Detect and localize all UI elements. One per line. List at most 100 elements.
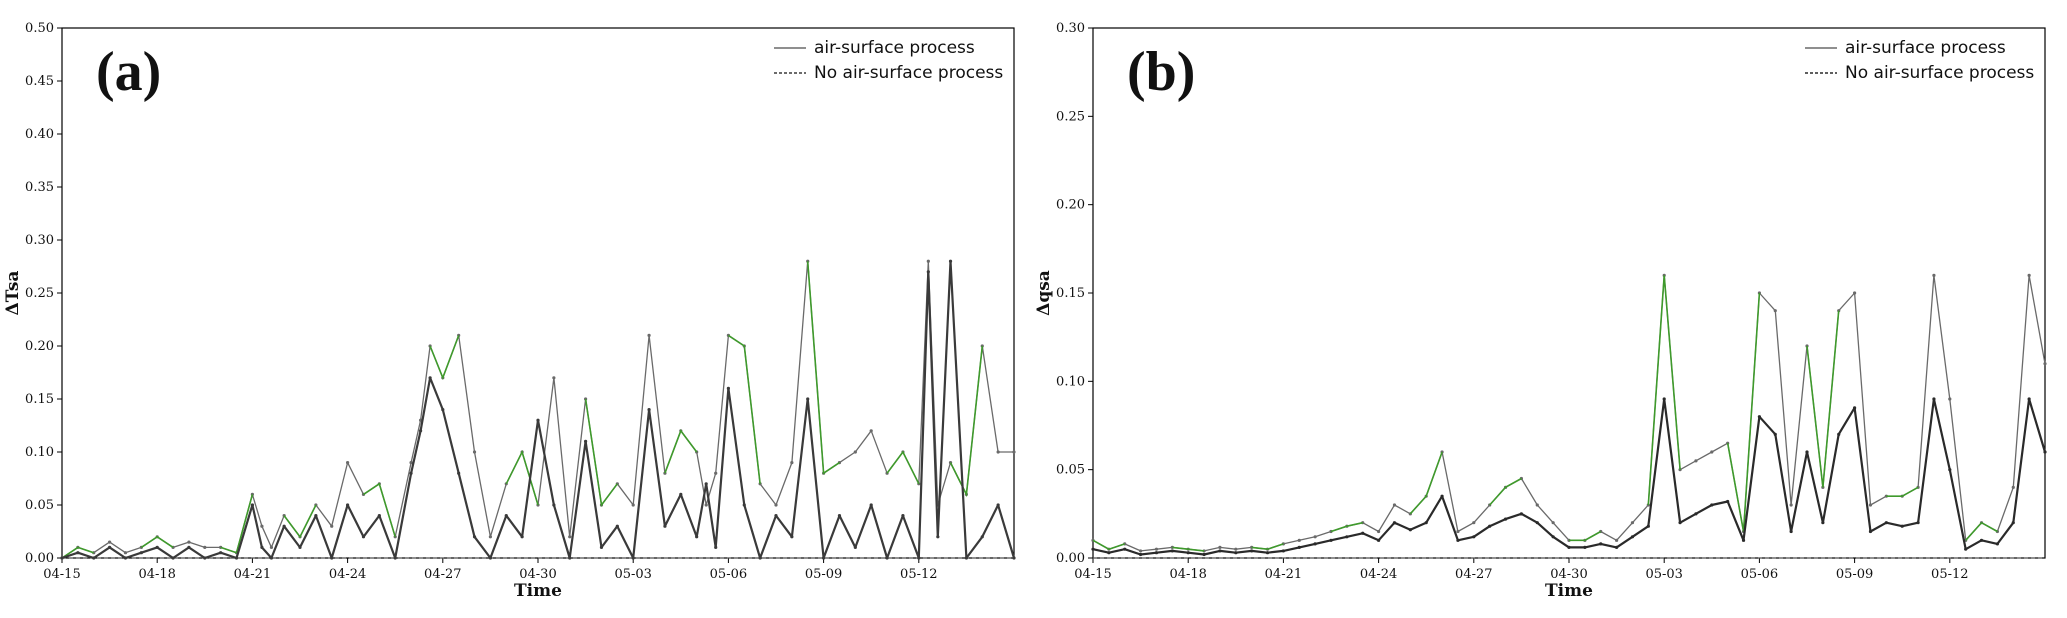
panel-b-series-highlight-segment bbox=[1726, 292, 1761, 532]
panel-a-series-line-1 bbox=[61, 260, 1014, 559]
panel-b-series-2-point bbox=[1503, 517, 1508, 521]
panel-a-ytick-label: 0.00 bbox=[25, 551, 54, 566]
panel-b-xtick-label: 05-03 bbox=[1645, 567, 1682, 582]
panel-a-series-highlight-segment bbox=[584, 398, 618, 508]
panel-a-series-2-point bbox=[917, 556, 921, 560]
panel-b-series-2-point bbox=[1710, 503, 1714, 507]
panel-a-xtick-label: 04-18 bbox=[138, 567, 175, 582]
panel-a-series-1-point bbox=[488, 535, 492, 539]
panel-a-series-1-point bbox=[472, 450, 477, 454]
panel-b-xtick-label: 04-18 bbox=[1169, 567, 1206, 582]
panel-b-series-highlight-segment bbox=[1806, 310, 1840, 488]
panel-a-series-2-point bbox=[418, 429, 423, 433]
panel-a-series-1-point bbox=[187, 540, 191, 544]
panel-a-ylabel: ΔTsa bbox=[3, 271, 23, 316]
panel-a-ytick-label: 0.05 bbox=[25, 498, 54, 513]
panel-b-series-2-point bbox=[1853, 406, 1857, 410]
panel-a-series-2-point bbox=[155, 545, 159, 550]
panel-b-series-highlight-segment bbox=[1251, 543, 1284, 551]
panel-b-ytick-label: 0.20 bbox=[1056, 198, 1085, 213]
panel-a-xtick-label: 05-12 bbox=[900, 567, 937, 582]
panel-a-ytick-label: 0.25 bbox=[25, 286, 54, 301]
panel-a-series-line-2 bbox=[61, 260, 1016, 560]
panel-a-series-2-point bbox=[409, 471, 413, 475]
panel-a-series-1-point bbox=[260, 524, 264, 528]
panel-b-series-2-point bbox=[1868, 529, 1873, 534]
panel-b-series-2-point bbox=[1408, 528, 1412, 532]
panel-b-legend-entry-2: No air-surface process bbox=[1845, 63, 2034, 83]
panel-a-series-1-point bbox=[568, 535, 572, 539]
panel-b-series-1-point bbox=[1313, 535, 1317, 539]
panel-a-series-highlight-segment bbox=[363, 482, 396, 538]
panel-a-series-2-point bbox=[472, 535, 477, 539]
panel-a-ytick-label: 0.45 bbox=[25, 74, 54, 89]
panel-b-series-2-point bbox=[1202, 552, 1206, 557]
panel-a-xtick-label: 04-30 bbox=[519, 567, 556, 582]
panel-b-series-2-point bbox=[1123, 547, 1127, 551]
panel-a-series-2-point bbox=[996, 503, 1000, 507]
panel-b-xtick-label: 05-09 bbox=[1836, 567, 1873, 582]
panel-a-series-2-point bbox=[885, 556, 889, 560]
panel-a-xlabel: Time bbox=[514, 581, 562, 601]
panel-b-series-2-point bbox=[1218, 549, 1222, 553]
panel-b-series-1-point bbox=[2027, 273, 2031, 277]
panel-a-xtick-label: 04-27 bbox=[424, 567, 461, 582]
panel-a-series-2-point bbox=[806, 397, 810, 401]
panel-b-series-2-point bbox=[1186, 551, 1190, 555]
panel-a-series-2-point bbox=[714, 545, 718, 550]
panel-b-series-highlight-segment bbox=[1330, 521, 1363, 533]
panel-b-series-1-point bbox=[1218, 545, 1222, 550]
panel-a-series-2-point bbox=[488, 556, 492, 560]
panel-b-series-highlight-segment bbox=[1172, 546, 1205, 552]
panel-b-series-1-point bbox=[1615, 538, 1619, 542]
panel-b-series-2-point bbox=[1678, 521, 1682, 525]
panel-a-series-1-point bbox=[269, 545, 274, 550]
panel-a-series-1-point bbox=[704, 503, 708, 507]
panel-a-ytick-label: 0.50 bbox=[25, 21, 54, 36]
panel-a-legend-entry-1: air-surface process bbox=[814, 38, 975, 58]
panel-a-series-1-point bbox=[790, 461, 794, 465]
panel-a-series-2-point bbox=[948, 259, 953, 263]
panel-b-series-2-point bbox=[1424, 521, 1428, 525]
panel-a-series-2-point bbox=[203, 556, 207, 560]
panel-a-xtick-label: 04-24 bbox=[329, 567, 366, 582]
panel-b-ytick-label: 0.00 bbox=[1056, 551, 1085, 566]
panel-a-ytick-label: 0.20 bbox=[25, 339, 54, 354]
panel-b-series-highlight-segment bbox=[1647, 275, 1681, 506]
panel-a-series-2-point bbox=[457, 471, 461, 475]
panel-b-series-2-point bbox=[1789, 529, 1793, 534]
panel-b-series-2-point bbox=[1472, 535, 1476, 539]
panel-b-series-line-2 bbox=[1092, 397, 2047, 556]
panel-b-series-2-point bbox=[1139, 552, 1143, 557]
panel-b-ytick-label: 0.15 bbox=[1056, 286, 1085, 301]
panel-a-series-2-point bbox=[599, 545, 604, 550]
panel-a-chart: 0.00 0.05 0.10 0.15 0.20 0.25 0.30 0.35 0.40 0.45… bbox=[3, 21, 1016, 601]
panel-a-series-2-point bbox=[980, 535, 984, 539]
panel-a-series-2-point bbox=[393, 556, 397, 560]
panel-a-series-2-point bbox=[60, 556, 64, 560]
panel-a-series-1-point bbox=[330, 524, 334, 528]
panel-b-series-1-point bbox=[1456, 529, 1460, 534]
panel-b-panel-label: (b) bbox=[1127, 41, 1195, 103]
panel-b-series-1-point bbox=[1551, 521, 1555, 525]
panel-a-series-2-point bbox=[552, 503, 556, 507]
panel-a-xtick-label: 04-21 bbox=[234, 567, 271, 582]
panel-b-series-1-point bbox=[1377, 529, 1381, 534]
panel-a-series-1-point bbox=[631, 503, 635, 507]
panel-a-series-1-point bbox=[409, 461, 413, 465]
panel-b-xtick-label: 05-12 bbox=[1931, 567, 1968, 582]
panel-b-series-2-point bbox=[1265, 551, 1270, 555]
panel-b-series-1-point bbox=[1630, 521, 1635, 525]
panel-b-series-2-point bbox=[1234, 551, 1238, 555]
panel-b-series-2-point bbox=[1329, 538, 1333, 542]
panel-b-series-2-point bbox=[1964, 547, 1968, 551]
panel-b-series-2-point bbox=[1741, 538, 1746, 542]
panel-a-series-highlight-segment bbox=[727, 334, 761, 484]
panel-b-xtick-label: 05-06 bbox=[1741, 567, 1778, 582]
panel-a-plot-frame bbox=[61, 27, 1015, 559]
panel-b-xtick-label: 04-27 bbox=[1455, 567, 1492, 582]
panel-b-ytick-label: 0.30 bbox=[1056, 21, 1085, 36]
panel-a-series-2-point bbox=[504, 514, 508, 518]
panel-a-series-1-point bbox=[108, 540, 112, 544]
panel-a-series-1-point bbox=[926, 259, 930, 263]
